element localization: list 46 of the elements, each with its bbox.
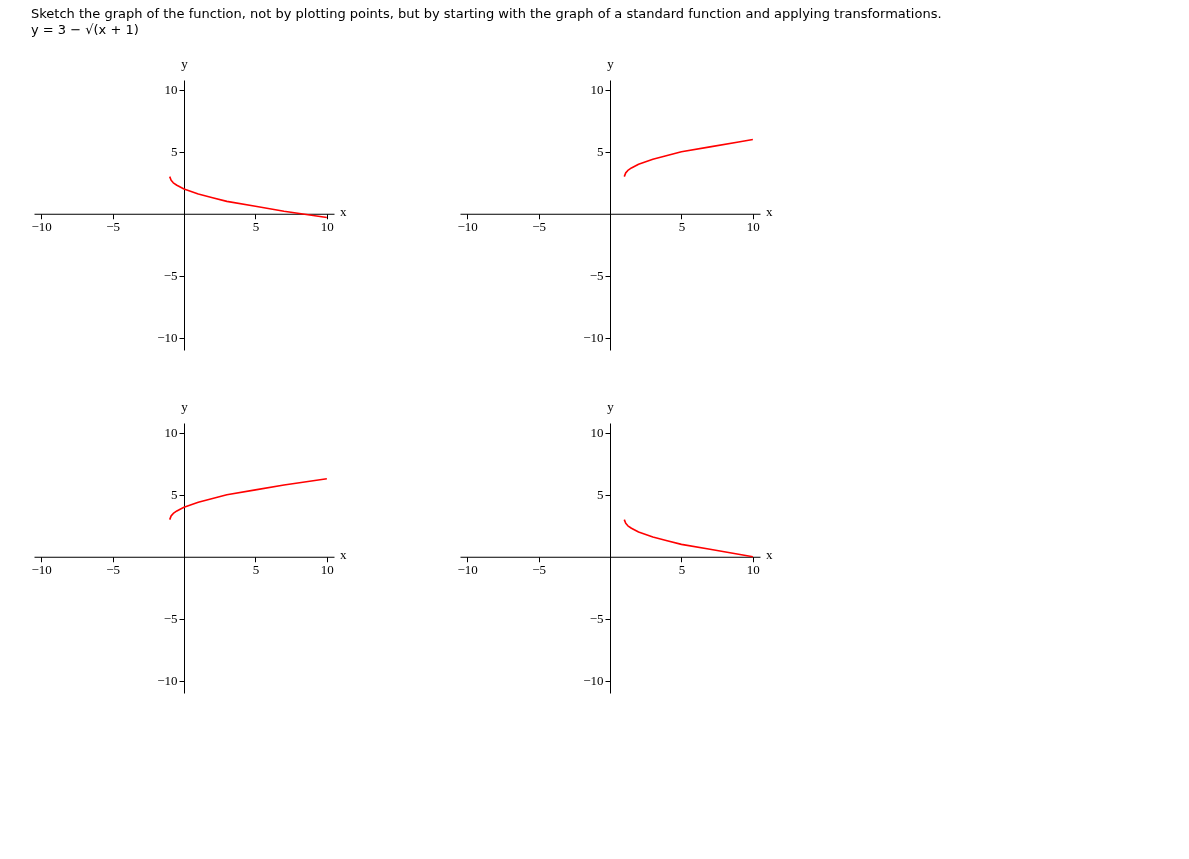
- y-tick-label: 10: [164, 425, 178, 441]
- y-tick-label: −5: [163, 268, 178, 284]
- chart-subtitle: y = 3 − √(x + 1): [30, 22, 139, 37]
- x-tick-label: −5: [532, 219, 546, 235]
- x-tick-label: 10: [320, 219, 334, 235]
- x-tick-label: 5: [252, 562, 260, 578]
- y-tick-label: −10: [583, 673, 604, 689]
- x-tick-label: 10: [746, 219, 760, 235]
- x-axis-title: x: [766, 204, 773, 220]
- y-tick-label: 10: [164, 82, 178, 98]
- y-tick-label: 5: [597, 144, 604, 160]
- y-tick-label: −10: [157, 673, 178, 689]
- x-axis-title: x: [766, 547, 773, 563]
- y-tick-label: −5: [163, 611, 178, 627]
- y-tick-label: −5: [589, 611, 604, 627]
- x-tick-label: 5: [678, 562, 686, 578]
- y-tick-label: −5: [589, 268, 604, 284]
- y-axis-title: y: [181, 55, 189, 71]
- x-tick-label: −5: [532, 562, 546, 578]
- x-tick-label: −10: [457, 219, 478, 235]
- x-tick-label: −10: [457, 562, 478, 578]
- line-series: [623, 138, 754, 178]
- y-tick-label: 5: [171, 144, 178, 160]
- x-tick-label: −10: [31, 562, 52, 578]
- y-tick-label: 10: [590, 82, 604, 98]
- y-axis-title: y: [181, 398, 189, 414]
- y-axis-title: y: [607, 55, 615, 71]
- x-tick-label: 5: [252, 219, 260, 235]
- line-series: [623, 518, 754, 558]
- x-tick-label: −5: [106, 562, 120, 578]
- line-series: [168, 477, 328, 521]
- text: Sketch the graph of the function, not by plotting points, but by starting with the graph of a standard function and applying transformations.: [30, 6, 942, 21]
- y-tick-label: −10: [583, 330, 604, 346]
- y-tick-label: 5: [171, 487, 178, 503]
- y-tick-label: 5: [597, 487, 604, 503]
- x-axis-title: x: [340, 204, 347, 220]
- line-series: [168, 175, 328, 219]
- x-tick-label: 10: [746, 562, 760, 578]
- x-tick-label: −10: [31, 219, 52, 235]
- x-tick-label: −5: [106, 219, 120, 235]
- x-axis-title: x: [340, 547, 347, 563]
- x-tick-label: 5: [678, 219, 686, 235]
- x-tick-label: 10: [320, 562, 334, 578]
- y-tick-label: 10: [590, 425, 604, 441]
- y-axis-title: y: [607, 398, 615, 414]
- y-tick-label: −10: [157, 330, 178, 346]
